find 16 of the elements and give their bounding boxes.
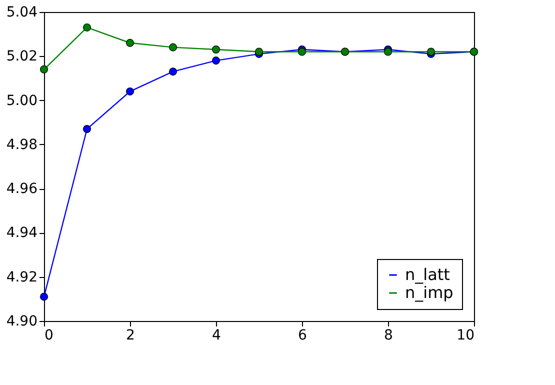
x-tick-label: 8 — [384, 328, 393, 344]
y-tick-label: 4.94 — [6, 225, 38, 242]
y-tick-label: 5.04 — [6, 4, 38, 20]
y-tick-label: 4.98 — [6, 136, 38, 153]
x-tick-label: 4 — [212, 328, 222, 344]
x-tick-label: 6 — [298, 328, 308, 344]
legend-label: n_imp — [405, 283, 454, 302]
y-tick-label: 4.96 — [6, 181, 38, 198]
y-tick-label: 4.90 — [6, 314, 38, 330]
legend-label: n_latt — [405, 265, 450, 284]
y-tick-label: 5.00 — [6, 92, 38, 109]
x-tick-label: 0 — [44, 328, 54, 344]
y-tick-label: 5.02 — [6, 48, 38, 65]
y-tick-label: 4.92 — [6, 269, 38, 286]
x-tick-label: 2 — [126, 328, 135, 344]
x-tick-label: 10 — [456, 328, 474, 344]
